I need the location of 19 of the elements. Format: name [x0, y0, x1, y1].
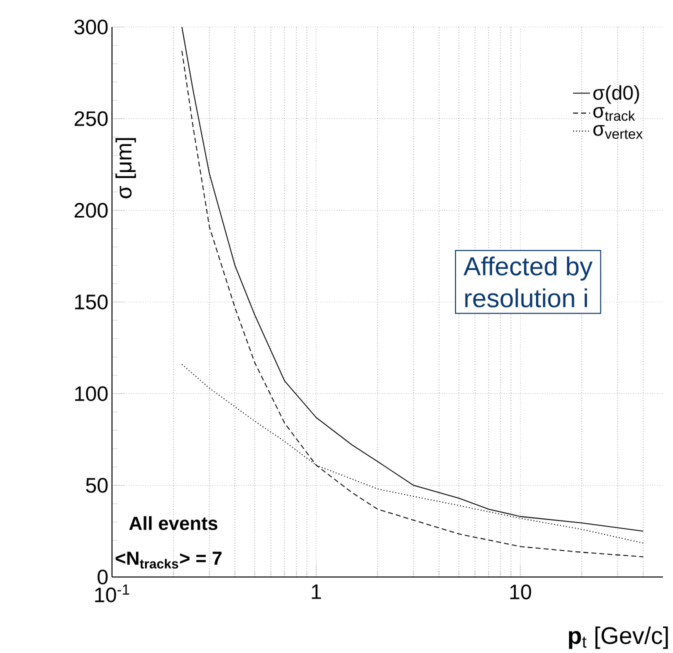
y-tick-label: 300: [74, 20, 108, 34]
y-tick-label: 0: [98, 570, 108, 584]
x-tick-label: 1: [312, 584, 321, 599]
y-tick-label: 250: [74, 111, 108, 126]
legend-label: σ$_{track}$: [593, 107, 636, 121]
y-axis-title: σ [μm]: [116, 138, 136, 198]
annotation: resolution i: [465, 288, 587, 308]
y-tick-label: 50: [86, 478, 108, 493]
x-axis-title: p$_{t}$ [Gev/c]: [568, 626, 668, 649]
annotation: Affected by: [464, 256, 593, 281]
y-tick-label: 100: [75, 386, 108, 402]
x-tick-label: 10$^{-1}$: [95, 584, 130, 602]
annotation: All events: [129, 516, 218, 530]
y-tick-label: 150: [75, 294, 108, 310]
x-tick-label: 10: [510, 584, 532, 600]
y-tick-label: 200: [74, 202, 108, 218]
text: <N$_{tracks}$> = 7: [116, 552, 222, 569]
legend-label: σ$_{vertex}$: [593, 125, 643, 139]
legend-label: σ(d0): [593, 85, 639, 104]
